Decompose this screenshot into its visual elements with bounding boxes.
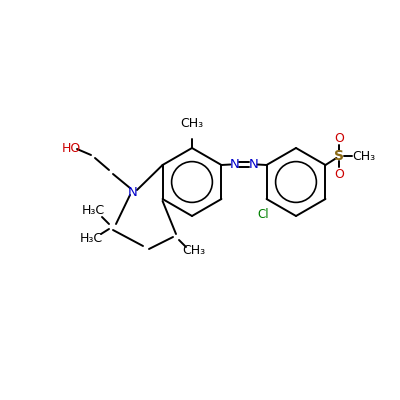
Text: N: N [128, 186, 138, 198]
Text: N: N [249, 158, 258, 170]
Text: CH₃: CH₃ [180, 117, 204, 130]
Text: N: N [230, 158, 239, 170]
Text: HO: HO [61, 142, 81, 154]
Text: CH₃: CH₃ [182, 244, 206, 258]
Text: CH₃: CH₃ [352, 150, 375, 162]
Text: Cl: Cl [258, 208, 269, 222]
Text: H₃C: H₃C [82, 204, 104, 218]
Text: H₃C: H₃C [80, 232, 102, 246]
Text: O: O [334, 132, 344, 144]
Text: O: O [334, 168, 344, 180]
Text: S: S [334, 149, 344, 163]
